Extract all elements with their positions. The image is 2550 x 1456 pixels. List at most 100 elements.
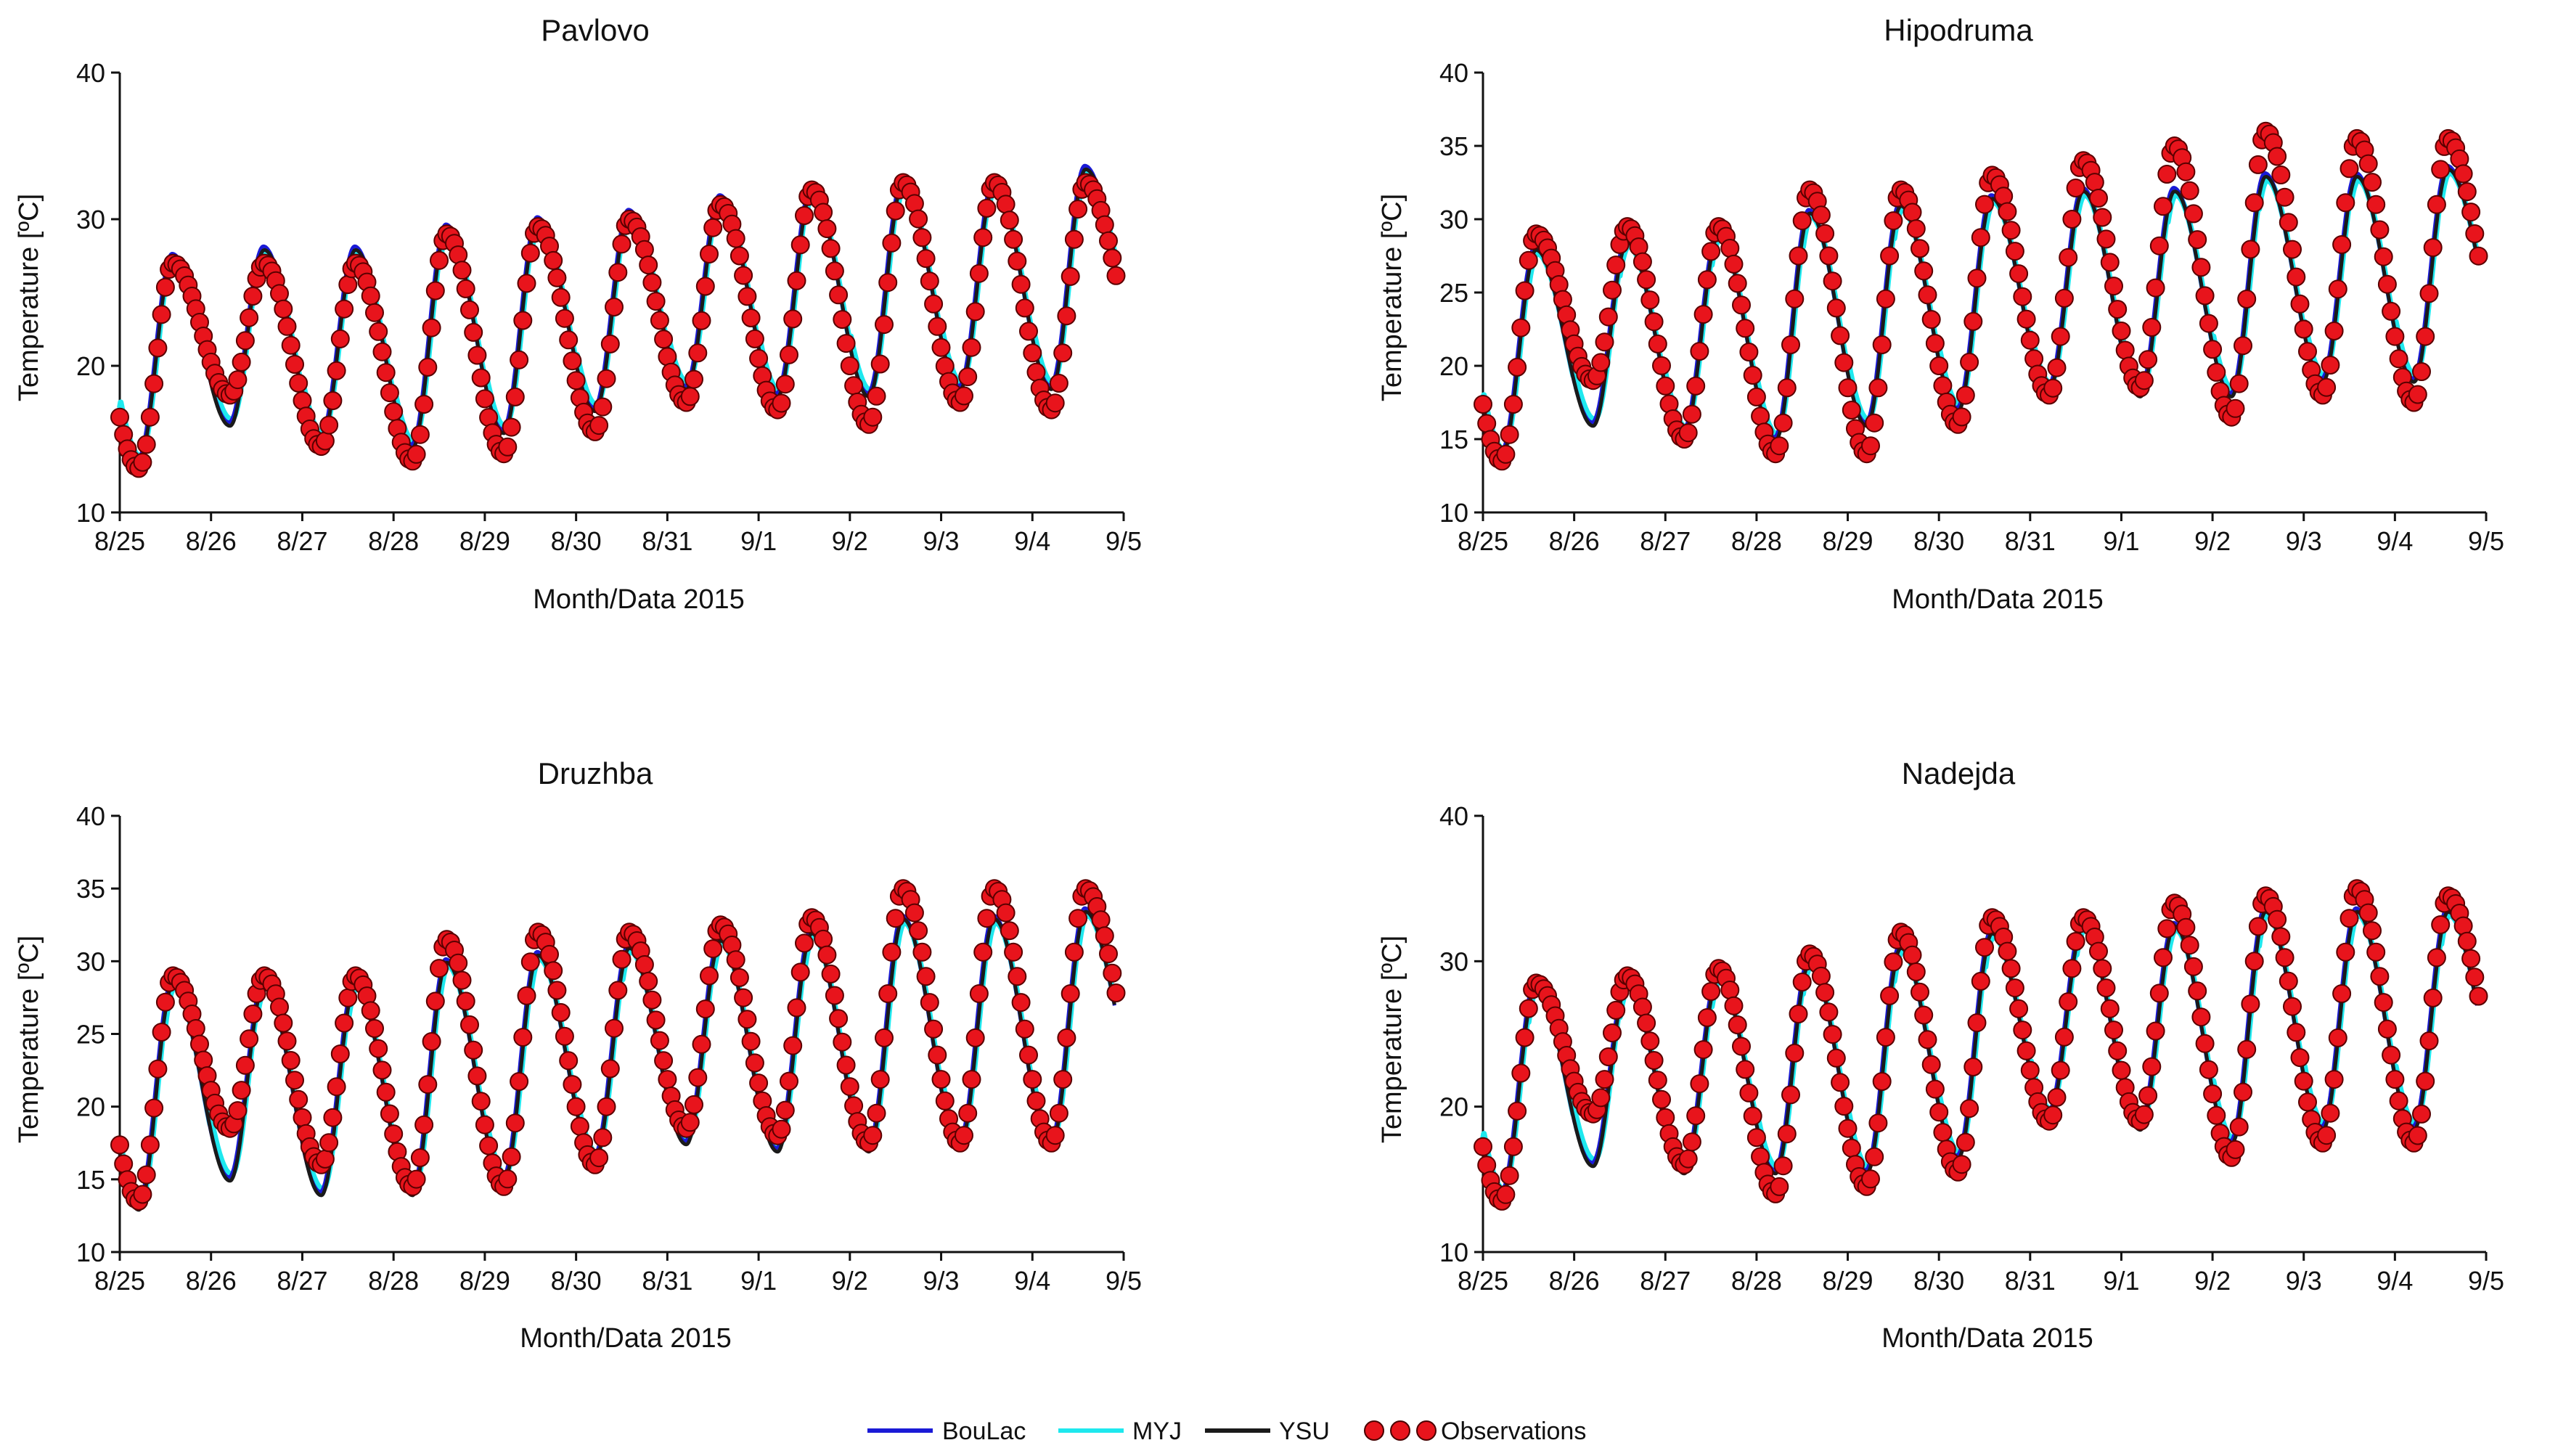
observation-point (1876, 289, 1895, 308)
observation-point (680, 1113, 700, 1132)
observation-point (605, 298, 624, 316)
observation-point (973, 228, 993, 248)
observation-point (2180, 181, 2199, 200)
observation-point (1045, 393, 1065, 413)
x-tick-label: 8/30 (551, 1266, 602, 1296)
observation-point (551, 1003, 571, 1022)
observation-point (2085, 173, 2104, 192)
observation-point (1956, 1132, 1975, 1152)
observation-point (2328, 279, 2347, 299)
observation-point (1831, 326, 1850, 345)
observation-point (2469, 246, 2488, 266)
observation-point (1503, 1137, 1523, 1156)
observation-point (2207, 362, 2226, 382)
observation-point (369, 322, 388, 341)
observation-point (1057, 306, 1076, 326)
observation-point (133, 1185, 152, 1204)
observation-point (817, 945, 837, 965)
observation-point (1595, 1070, 1614, 1089)
observation-point (1068, 200, 1088, 219)
observation-point (2062, 959, 2082, 978)
x-tick-label: 9/2 (832, 1266, 868, 1296)
observation-point (2248, 917, 2268, 936)
observation-point (372, 342, 392, 361)
x-tick-label: 9/2 (832, 526, 868, 556)
observation-point (1019, 1045, 1038, 1065)
observation-point (1911, 982, 1929, 1002)
observation-point (1736, 1060, 1755, 1079)
observation-point (965, 1028, 985, 1047)
observation-point (505, 387, 525, 406)
panel-title: Pavlovo (541, 13, 649, 47)
observation-point (2051, 327, 2070, 346)
observation-point (2108, 300, 2128, 319)
observation-point (680, 387, 700, 406)
observation-point (323, 1108, 343, 1127)
plot-area: 8/25 8/26 8/27 8/28 8/29 8/30 8/31 9/1 9/2 9/3 9/4… (76, 58, 1142, 556)
observation-point (1911, 239, 1929, 258)
observation-point (2195, 286, 2215, 306)
observation-point (2275, 948, 2294, 968)
x-tick-label: 8/27 (277, 1266, 327, 1296)
observation-point (1921, 310, 1941, 330)
observation-point (814, 203, 833, 222)
observation-point (380, 383, 399, 403)
observation-point (475, 1115, 494, 1134)
observation-point (654, 1051, 674, 1071)
x-tick-label: 8/30 (1913, 1266, 1964, 1296)
x-tick-label: 8/27 (1640, 526, 1691, 556)
x-tick-label: 9/5 (2468, 1266, 2504, 1296)
observation-point (909, 921, 928, 941)
observation-point (1500, 1166, 1519, 1185)
x-tick-label: 9/1 (740, 526, 777, 556)
observation-point (2416, 327, 2435, 346)
observation-point (505, 1113, 525, 1133)
observation-point (2188, 230, 2207, 250)
observation-point (148, 338, 168, 358)
observation-point (1728, 274, 1747, 293)
observation-point (2191, 258, 2211, 277)
observation-point (2059, 992, 2078, 1012)
observation-point (1508, 1101, 1527, 1121)
panel-pavlovo: Pavlovo Month/Data 2015 Temperature [ºC]… (14, 13, 1142, 615)
observation-point (2005, 242, 2024, 261)
observation-point (1656, 376, 1675, 396)
observation-point (1785, 1043, 1805, 1063)
observation-point (430, 959, 449, 978)
observation-point (863, 1126, 883, 1145)
observation-point (2134, 371, 2154, 390)
observation-point (2389, 1091, 2408, 1111)
x-axis-label: Month/Data 2015 (520, 1323, 732, 1354)
observation-point (840, 356, 859, 375)
legend-swatch-observations-dot (1364, 1420, 1384, 1441)
observation-point (2199, 314, 2218, 333)
observation-point (513, 1028, 533, 1047)
panel-title: Nadejda (1902, 756, 2016, 790)
observation-point (566, 1097, 586, 1116)
observation-point (547, 981, 567, 1000)
observation-point (2047, 358, 2067, 377)
observation-point (1701, 242, 1721, 261)
observation-point (2142, 318, 2162, 337)
observation-point (2024, 349, 2044, 369)
observation-point (2108, 1041, 2128, 1060)
observation-point (2009, 999, 2029, 1018)
observation-point (406, 444, 426, 464)
observation-point (2009, 264, 2029, 284)
observation-point (2229, 374, 2249, 393)
observation-point (2176, 917, 2196, 937)
observation-point (772, 1119, 791, 1139)
observation-point (1678, 1149, 1698, 1169)
observation-point (787, 998, 806, 1018)
observation-point (2271, 165, 2291, 184)
observation-point (703, 939, 723, 959)
observation-point (814, 929, 833, 949)
observation-point (1644, 1051, 1664, 1070)
observation-point (734, 988, 753, 1007)
observation-point (1975, 195, 1994, 214)
observation-point (285, 1071, 304, 1090)
observation-point (281, 335, 301, 355)
x-tick-label: 9/4 (2377, 526, 2413, 556)
observation-point (235, 331, 255, 351)
observation-point (1064, 229, 1084, 249)
